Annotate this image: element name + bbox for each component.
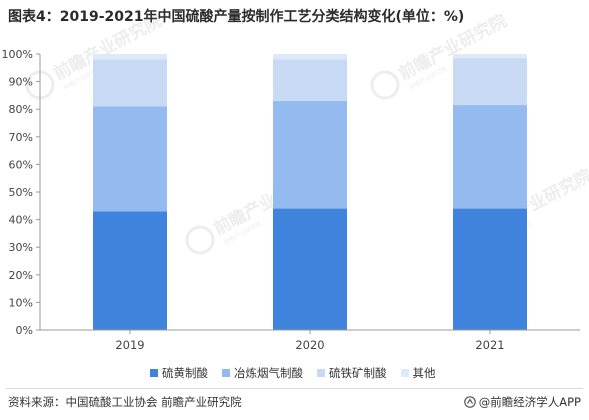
source-text: 资料来源：中国硫酸工业协会 前瞻产业研究院 bbox=[8, 395, 242, 409]
bar-segment bbox=[453, 105, 527, 209]
y-tick-label: 20% bbox=[9, 269, 33, 282]
bar-segment bbox=[453, 54, 527, 59]
bar-stack bbox=[93, 54, 167, 330]
legend-label: 冶炼烟气制酸 bbox=[234, 366, 303, 380]
brand: @前瞻经济学人APP bbox=[463, 394, 581, 410]
y-tick-label: 30% bbox=[9, 241, 33, 254]
x-tick-label: 2020 bbox=[295, 338, 324, 352]
legend-label: 硫铁矿制酸 bbox=[329, 366, 387, 380]
legend-label: 硫黄制酸 bbox=[162, 366, 208, 380]
y-tick-label: 10% bbox=[9, 296, 33, 309]
y-tick-label: 50% bbox=[9, 186, 33, 199]
y-tick-label: 100% bbox=[2, 48, 33, 61]
y-axis: 0% 10% 20% 30% 40% 50% 60% 70% 80% 90% 100% bbox=[2, 48, 41, 337]
y-tick-label: 0% bbox=[16, 324, 33, 337]
bar-segment bbox=[93, 54, 167, 60]
x-tick-label: 2019 bbox=[115, 338, 144, 352]
qianzhan-logo-icon bbox=[463, 396, 476, 408]
footer-divider bbox=[6, 388, 583, 389]
bars bbox=[93, 54, 527, 330]
bar-stack bbox=[453, 54, 527, 330]
qianzhan-watermark-icon bbox=[185, 225, 215, 255]
legend-label: 其他 bbox=[412, 366, 436, 380]
x-axis: 2019 2020 2021 bbox=[40, 329, 580, 352]
legend-item: 硫铁矿制酸 bbox=[317, 365, 387, 381]
footer: 资料来源：中国硫酸工业协会 前瞻产业研究院 @前瞻经济学人APP bbox=[0, 388, 589, 416]
legend-swatch bbox=[400, 369, 409, 377]
legend: 硫黄制酸 冶炼烟气制酸 硫铁矿制酸 其他 bbox=[150, 365, 450, 381]
qianzhan-watermark-icon bbox=[370, 70, 400, 100]
bar-segment bbox=[273, 208, 347, 330]
bar-segment bbox=[93, 59, 167, 107]
bar-segment bbox=[93, 106, 167, 212]
legend-item: 硫黄制酸 bbox=[150, 365, 208, 381]
x-tick-label: 2021 bbox=[475, 338, 504, 352]
chart-title: 图表4：2019-2021年中国硫酸产量按制作工艺分类结构变化(单位：%) bbox=[8, 9, 465, 25]
y-tick-label: 40% bbox=[9, 214, 33, 227]
bar-stack bbox=[273, 54, 347, 330]
legend-swatch bbox=[222, 369, 230, 377]
y-tick-label: 60% bbox=[9, 158, 33, 171]
legend-swatch bbox=[150, 369, 158, 377]
bar-segment bbox=[273, 59, 347, 101]
brand-text: @前瞻经济学人APP bbox=[478, 395, 581, 409]
qianzhan-watermark-icon bbox=[25, 70, 55, 100]
bar-segment bbox=[273, 54, 347, 60]
legend-swatch bbox=[317, 369, 325, 377]
y-tick-label: 90% bbox=[9, 76, 33, 89]
bar-segment bbox=[93, 211, 167, 330]
bar-segment bbox=[273, 100, 347, 209]
bar-segment bbox=[453, 208, 527, 330]
legend-item: 冶炼烟气制酸 bbox=[222, 365, 303, 381]
y-tick-label: 70% bbox=[9, 131, 33, 144]
y-tick-label: 80% bbox=[9, 103, 33, 116]
bar-segment bbox=[453, 58, 527, 106]
legend-item: 其他 bbox=[400, 365, 436, 381]
